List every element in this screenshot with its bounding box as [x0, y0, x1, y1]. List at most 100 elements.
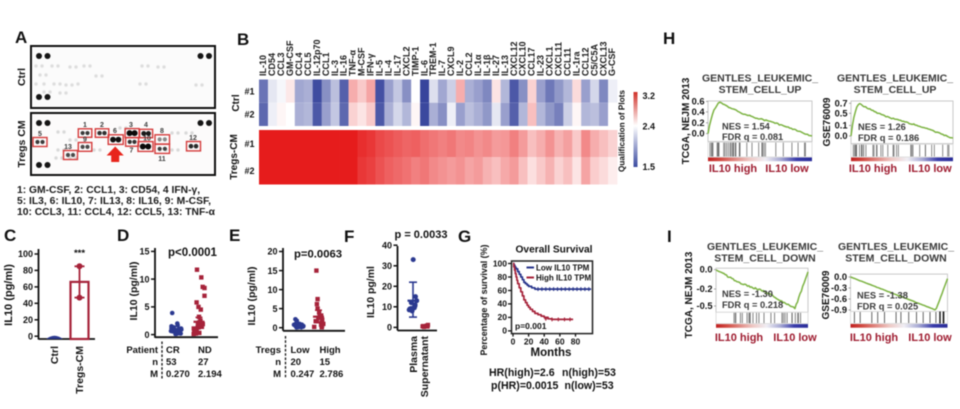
- svg-text:p = 0.0033: p = 0.0033: [395, 229, 448, 241]
- svg-text:IL-27: IL-27: [491, 55, 501, 76]
- svg-text:0.1: 0.1: [835, 121, 848, 131]
- svg-text:CCL17: CCL17: [527, 47, 537, 76]
- svg-text:CCL12: CCL12: [580, 47, 590, 76]
- svg-text:20: 20: [498, 312, 508, 322]
- svg-text:p=0.0063: p=0.0063: [294, 249, 342, 261]
- svg-text:FDR q = 0.186: FDR q = 0.186: [858, 133, 919, 143]
- svg-text:CXCL10: CXCL10: [518, 41, 528, 76]
- svg-text:Ctrl: Ctrl: [16, 68, 28, 86]
- svg-text:80: 80: [498, 272, 508, 282]
- svg-text:CR: CR: [166, 345, 180, 356]
- svg-text:Ctrl: Ctrl: [231, 94, 242, 111]
- svg-text:IL-1β: IL-1β: [482, 54, 492, 76]
- svg-text:40: 40: [539, 337, 549, 347]
- svg-text:GENTLES_LEUKEMIC_: GENTLES_LEUKEMIC_: [837, 73, 953, 85]
- svg-text:M: M: [273, 369, 281, 380]
- svg-text:0.0: 0.0: [692, 129, 705, 139]
- svg-text:0.5: 0.5: [835, 108, 848, 118]
- svg-text:TCGA, NEJM 2013: TCGA, NEJM 2013: [681, 77, 692, 164]
- svg-text:IL-7: IL-7: [437, 60, 447, 76]
- svg-text:60: 60: [23, 282, 33, 292]
- svg-text:10: 10: [382, 302, 392, 312]
- svg-text:10: 10: [267, 285, 277, 295]
- svg-text:FDR q = 0.081: FDR q = 0.081: [722, 132, 783, 142]
- svg-text:CCL2: CCL2: [464, 52, 474, 76]
- svg-text:CXCL1: CXCL1: [545, 46, 555, 76]
- svg-text:#2: #2: [244, 166, 254, 176]
- svg-text:GENTLES_LEUKEMIC_: GENTLES_LEUKEMIC_: [702, 73, 818, 85]
- svg-text:NES = 1.26: NES = 1.26: [858, 122, 906, 132]
- svg-text:Tregs CM: Tregs CM: [16, 120, 28, 168]
- svg-text:IL-4: IL-4: [383, 60, 393, 76]
- svg-text:8: 8: [160, 128, 164, 135]
- svg-text:I: I: [667, 227, 672, 246]
- svg-text:IL10 low: IL10 low: [908, 332, 952, 344]
- svg-text:1: 1: [83, 122, 87, 129]
- svg-text:D: D: [117, 226, 129, 245]
- svg-text:n: n: [275, 357, 281, 368]
- svg-text:4: 4: [144, 122, 148, 129]
- svg-text:CCL11: CCL11: [562, 48, 572, 76]
- svg-text:7: 7: [130, 148, 134, 155]
- svg-text:Plasma: Plasma: [408, 336, 420, 373]
- svg-text:0: 0: [144, 330, 149, 340]
- svg-text:0.0: 0.0: [834, 272, 847, 282]
- svg-text:-0.9: -0.9: [831, 305, 847, 315]
- svg-text:0.270: 0.270: [166, 369, 190, 380]
- svg-text:0.2: 0.2: [692, 118, 705, 128]
- svg-text:#2: #2: [244, 110, 254, 120]
- svg-text:***: ***: [74, 248, 85, 259]
- svg-text:IL10 high: IL10 high: [715, 332, 764, 344]
- svg-text:IL10 high: IL10 high: [849, 163, 898, 175]
- svg-text:ND: ND: [198, 345, 212, 356]
- svg-text:CXCL11: CXCL11: [554, 42, 564, 76]
- svg-text:5: 5: [38, 131, 42, 138]
- svg-text:80: 80: [23, 266, 33, 276]
- svg-text:9: 9: [83, 137, 87, 144]
- svg-text:Low IL10 TPM: Low IL10 TPM: [536, 264, 590, 273]
- svg-text:Tregs-CM: Tregs-CM: [229, 134, 240, 180]
- svg-text:40: 40: [23, 299, 33, 309]
- svg-text:NES = -1.30: NES = -1.30: [722, 289, 773, 299]
- svg-text:0: 0: [502, 326, 507, 336]
- svg-text:Supernatant: Supernatant: [419, 336, 431, 398]
- svg-text:IL10 low: IL10 low: [765, 163, 809, 175]
- svg-text:80: 80: [571, 337, 581, 347]
- svg-text:C5/C5A: C5/C5A: [589, 43, 599, 76]
- svg-text:A: A: [15, 28, 27, 47]
- svg-text:TCGA, NEJM 2013: TCGA, NEJM 2013: [684, 251, 695, 338]
- svg-text:STEM_CELL_UP: STEM_CELL_UP: [719, 84, 802, 96]
- svg-text:40: 40: [382, 240, 392, 250]
- svg-text:#1: #1: [244, 87, 254, 97]
- svg-text:CXCL9: CXCL9: [446, 46, 456, 76]
- svg-text:H: H: [663, 29, 675, 48]
- svg-text:20: 20: [291, 357, 302, 368]
- svg-text:IL-13: IL-13: [500, 55, 510, 76]
- svg-text:10: CCL3, 11: CCL4, 12: CCL5,: 10: CCL3, 11: CCL4, 12: CCL5, 13: TNF-α: [17, 207, 216, 218]
- svg-text:GSE76009: GSE76009: [822, 97, 833, 146]
- svg-text:F: F: [344, 227, 354, 246]
- svg-text:IL10 low: IL10 low: [773, 332, 817, 344]
- svg-text:12: 12: [189, 135, 197, 142]
- svg-text:IL-12p70: IL-12p70: [312, 39, 322, 76]
- svg-text:Ctrl: Ctrl: [49, 346, 61, 364]
- svg-text:60: 60: [498, 285, 508, 295]
- svg-text:GSE76009: GSE76009: [821, 270, 832, 319]
- svg-text:20: 20: [382, 282, 392, 292]
- svg-text:NES = -1.38: NES = -1.38: [857, 291, 908, 301]
- svg-text:GENTLES_LEUKEMIC_: GENTLES_LEUKEMIC_: [707, 241, 823, 253]
- svg-text:CD54: CD54: [267, 53, 277, 76]
- svg-text:2: 2: [100, 122, 104, 129]
- svg-text:CXCL12: CXCL12: [509, 41, 519, 76]
- svg-text:IL-6: IL-6: [419, 60, 429, 76]
- svg-text:3: 3: [129, 122, 133, 129]
- svg-text:IL10 (pg/ml): IL10 (pg/ml): [128, 262, 140, 321]
- svg-text:20: 20: [524, 337, 534, 347]
- svg-text:High IL10 TPM: High IL10 TPM: [536, 274, 591, 283]
- svg-text:CCL3: CCL3: [276, 52, 286, 76]
- svg-text:0.6: 0.6: [692, 96, 705, 106]
- svg-text:IL-3: IL-3: [330, 60, 340, 76]
- svg-text:11: 11: [158, 156, 166, 163]
- svg-text:B: B: [237, 30, 249, 49]
- svg-text:p(HR)=0.0015: p(HR)=0.0015: [491, 380, 559, 392]
